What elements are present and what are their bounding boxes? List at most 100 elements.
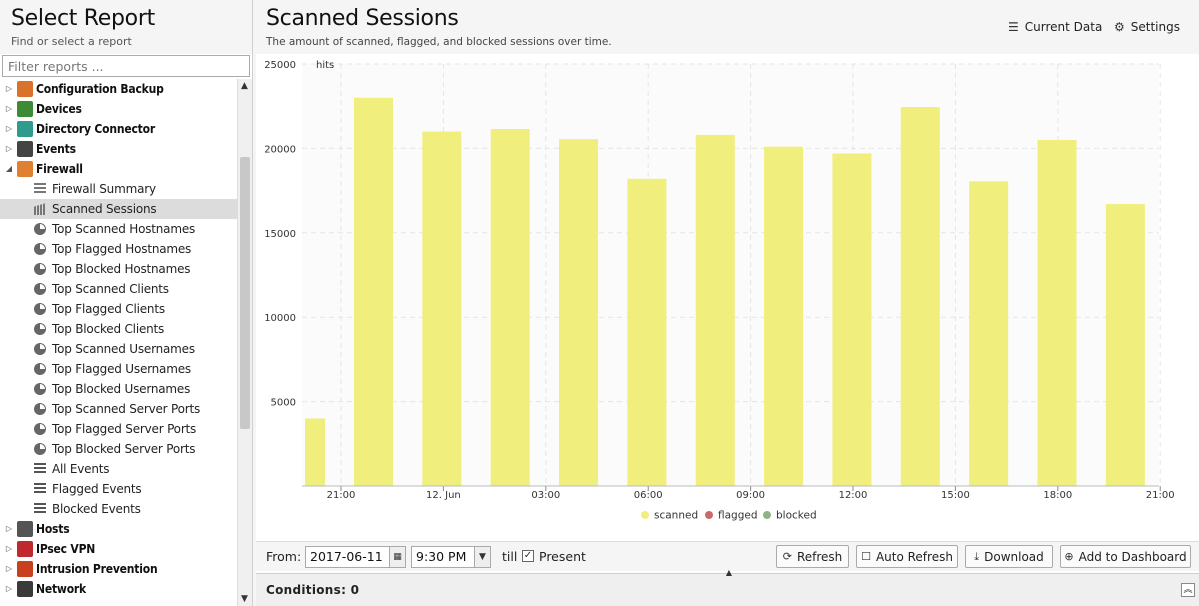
current-data-button[interactable]: ☰ Current Data xyxy=(1008,20,1102,34)
report-item[interactable]: Blocked Events xyxy=(0,499,237,519)
time-range-toolbar: From: 2017-06-11 ▦ 9:30 PM ▼ till ✓ Pres… xyxy=(256,541,1199,571)
y-tick-label: 25000 xyxy=(264,60,296,71)
report-item[interactable]: Top Blocked Server Ports xyxy=(0,439,237,459)
report-item[interactable]: Top Flagged Clients xyxy=(0,299,237,319)
category-configuration-backup[interactable]: ▷ Configuration Backup xyxy=(0,79,237,99)
collapsed-arrow-icon[interactable]: ▷ xyxy=(5,564,13,573)
scroll-down-icon[interactable]: ▼ xyxy=(241,594,248,604)
auto-refresh-button[interactable]: ☐ Auto Refresh xyxy=(856,545,958,568)
report-label: Top Scanned Hostnames xyxy=(52,222,196,236)
collapsed-arrow-icon[interactable]: ▷ xyxy=(5,144,13,153)
report-tree: ▷ Configuration Backup ▷ Devices ▷ Directory … xyxy=(0,79,237,606)
calendar-icon[interactable]: ▦ xyxy=(389,547,405,567)
report-item[interactable]: Top Scanned Clients xyxy=(0,279,237,299)
report-label: All Events xyxy=(52,462,110,476)
report-item[interactable]: Top Flagged Server Ports xyxy=(0,419,237,439)
report-selector-header: Select Report Find or select a report xyxy=(0,0,252,54)
configuration-backup-icon xyxy=(17,81,33,97)
collapse-icon[interactable]: ︽ xyxy=(1181,583,1195,597)
report-item[interactable]: Top Scanned Usernames xyxy=(0,339,237,359)
report-header: Scanned Sessions The amount of scanned, … xyxy=(256,0,1199,54)
conditions-bar[interactable]: ▲ Conditions: 0 ︽ xyxy=(256,568,1199,606)
auto-refresh-label: Auto Refresh xyxy=(875,549,953,564)
checkbox-empty-icon: ☐ xyxy=(861,550,871,563)
collapsed-arrow-icon[interactable]: ▷ xyxy=(5,104,13,113)
report-item[interactable]: Top Flagged Usernames xyxy=(0,359,237,379)
add-to-dashboard-button[interactable]: ⊕ Add to Dashboard xyxy=(1060,545,1191,568)
pie-chart-icon xyxy=(34,323,46,335)
report-item[interactable]: All Events xyxy=(0,459,237,479)
panel-title: Select Report xyxy=(11,6,155,31)
x-tick-label: 21:00 xyxy=(1146,490,1175,501)
category-hosts[interactable]: ▷ Hosts xyxy=(0,519,237,539)
refresh-button[interactable]: ⟳ Refresh xyxy=(776,545,849,568)
category-directory-connector[interactable]: ▷ Directory Connector xyxy=(0,119,237,139)
expanded-arrow-icon[interactable]: ◢ xyxy=(5,164,13,173)
filter-reports-input[interactable] xyxy=(2,55,250,77)
category-events[interactable]: ▷ Events xyxy=(0,139,237,159)
firewall-icon xyxy=(17,161,33,177)
pie-chart-icon xyxy=(34,283,46,295)
scrollbar-thumb[interactable] xyxy=(240,157,250,429)
collapsed-arrow-icon[interactable]: ▷ xyxy=(5,524,13,533)
pie-chart-icon xyxy=(34,423,46,435)
tree-scrollbar[interactable]: ▲ ▼ xyxy=(237,79,252,606)
bar-scanned xyxy=(764,146,804,486)
bar-scanned xyxy=(627,178,667,486)
present-label: Present xyxy=(539,549,586,564)
category-devices[interactable]: ▷ Devices xyxy=(0,99,237,119)
collapsed-arrow-icon[interactable]: ▷ xyxy=(5,124,13,133)
directory-connector-icon xyxy=(17,121,33,137)
from-date-value: 2017-06-11 xyxy=(310,549,383,564)
report-item[interactable]: Top Flagged Hostnames xyxy=(0,239,237,259)
report-label: Top Flagged Server Ports xyxy=(52,422,197,436)
settings-label: Settings xyxy=(1130,20,1180,34)
collapsed-arrow-icon[interactable]: ▷ xyxy=(5,584,13,593)
bar-scanned xyxy=(354,97,393,486)
download-icon: ⤓ xyxy=(974,549,980,563)
pie-chart-icon xyxy=(34,443,46,455)
devices-icon xyxy=(17,101,33,117)
report-label: Top Blocked Hostnames xyxy=(52,262,191,276)
download-button[interactable]: ⤓ Download xyxy=(965,545,1053,568)
caret-up-icon[interactable]: ▲ xyxy=(725,568,733,577)
current-data-label: Current Data xyxy=(1024,20,1103,34)
category-firewall[interactable]: ◢ Firewall xyxy=(0,159,237,179)
chevron-down-icon[interactable]: ▼ xyxy=(474,547,490,567)
from-date-field[interactable]: 2017-06-11 ▦ xyxy=(305,546,406,568)
pie-chart-icon xyxy=(34,223,46,235)
hosts-icon xyxy=(17,521,33,537)
report-item[interactable]: Top Blocked Clients xyxy=(0,319,237,339)
report-item[interactable]: Top Blocked Usernames xyxy=(0,379,237,399)
category-intrusion-prevention[interactable]: ▷ Intrusion Prevention xyxy=(0,559,237,579)
category-label: Network xyxy=(36,582,87,596)
settings-button[interactable]: ⚙ Settings xyxy=(1114,20,1180,34)
bar-scanned xyxy=(1037,139,1077,486)
scroll-up-icon[interactable]: ▲ xyxy=(241,81,248,91)
report-item[interactable]: Firewall Summary xyxy=(0,179,237,199)
table-icon: ☰ xyxy=(1008,20,1019,34)
events-icon xyxy=(17,141,33,157)
report-item[interactable]: Top Scanned Server Ports xyxy=(0,399,237,419)
report-item[interactable]: Top Scanned Hostnames xyxy=(0,219,237,239)
collapsed-arrow-icon[interactable]: ▷ xyxy=(5,84,13,93)
report-label: Blocked Events xyxy=(52,502,141,516)
legend-marker-scanned xyxy=(641,511,649,519)
report-item[interactable]: Top Blocked Hostnames xyxy=(0,259,237,279)
panel-subtitle: Find or select a report xyxy=(11,35,132,48)
x-tick-label: 09:00 xyxy=(736,490,765,501)
report-item[interactable]: Scanned Sessions xyxy=(0,199,237,219)
present-checkbox[interactable]: ✓ xyxy=(522,550,534,562)
gear-icon: ⚙ xyxy=(1114,20,1125,34)
from-time-select[interactable]: 9:30 PM ▼ xyxy=(411,546,491,568)
category-ipsec-vpn[interactable]: ▷ IPsec VPN xyxy=(0,539,237,559)
y-tick-label: 10000 xyxy=(264,313,296,324)
report-item[interactable]: Flagged Events xyxy=(0,479,237,499)
category-label: Hosts xyxy=(36,522,70,536)
x-tick-label: 15:00 xyxy=(941,490,970,501)
report-label: Top Blocked Server Ports xyxy=(52,442,196,456)
collapsed-arrow-icon[interactable]: ▷ xyxy=(5,544,13,553)
report-label: Flagged Events xyxy=(52,482,142,496)
legend-marker-flagged xyxy=(705,511,713,519)
category-network[interactable]: ▷ Network xyxy=(0,579,237,599)
